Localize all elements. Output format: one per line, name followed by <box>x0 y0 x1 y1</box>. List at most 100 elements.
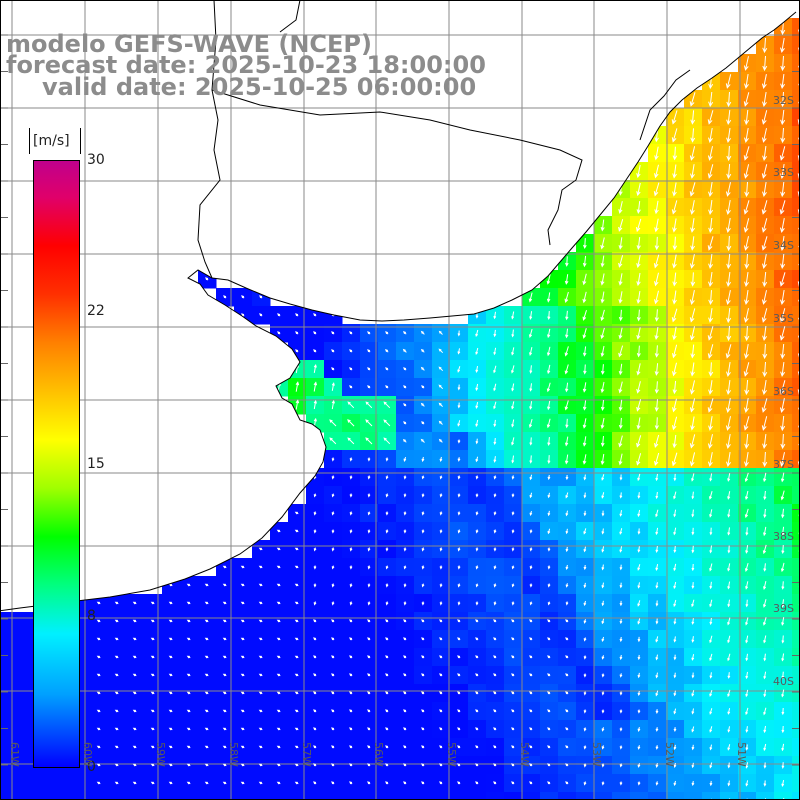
wind-arrow <box>96 691 101 695</box>
wind-arrow <box>745 653 749 662</box>
wind-arrow <box>583 691 587 696</box>
wind-arrow <box>691 654 695 661</box>
wind-arrow <box>367 385 371 389</box>
wind-cell <box>792 774 800 793</box>
wind-arrow <box>780 472 785 483</box>
wind-arrow <box>546 418 551 429</box>
wind-arrow <box>565 781 569 785</box>
wind-arrow <box>601 582 605 589</box>
wind-arrow <box>96 781 101 785</box>
wind-arrow <box>762 434 768 449</box>
wind-arrow <box>726 91 732 108</box>
wind-arrow <box>689 182 696 197</box>
wind-arrow <box>186 655 191 659</box>
wind-arrow <box>601 745 605 750</box>
wind-arrow <box>763 472 767 483</box>
wind-arrow <box>779 452 785 467</box>
wind-arrow <box>150 709 155 713</box>
wind-arrow <box>331 601 335 606</box>
wind-arrow <box>114 673 119 677</box>
wind-arrow <box>673 509 677 518</box>
wind-arrow <box>511 511 515 516</box>
wind-arrow <box>762 182 767 197</box>
wind-arrow <box>96 619 101 623</box>
wind-arrow <box>637 745 641 750</box>
wind-cell <box>792 378 800 397</box>
wind-arrow <box>475 529 479 534</box>
wind-arrow <box>727 527 731 536</box>
wind-arrow <box>565 601 569 606</box>
lat-label-37s: 37S <box>773 458 794 471</box>
wind-arrow <box>294 745 299 749</box>
wind-arrow <box>438 330 443 335</box>
wind-arrow <box>385 493 389 498</box>
wind-arrow <box>222 691 227 695</box>
wind-arrow <box>708 182 713 197</box>
wind-arrow <box>367 547 371 552</box>
wind-arrow <box>240 601 245 605</box>
wind-arrow <box>637 509 641 518</box>
wind-arrow <box>313 381 318 392</box>
wind-arrow <box>421 547 425 552</box>
wind-arrow <box>744 253 750 270</box>
wind-arrow <box>367 601 371 606</box>
wind-arrow <box>385 457 389 462</box>
wind-arrow <box>168 601 173 605</box>
wind-arrow <box>186 763 191 767</box>
wind-arrow <box>475 401 479 409</box>
wind-arrow <box>636 453 642 466</box>
wind-arrow <box>636 417 641 430</box>
lon-label-52w: 52W <box>663 742 676 767</box>
wind-arrow <box>421 385 425 389</box>
wind-arrow <box>744 109 750 126</box>
wind-arrow <box>402 438 407 443</box>
wind-arrow <box>619 564 623 571</box>
wind-arrow <box>493 311 497 320</box>
wind-arrow <box>547 619 551 623</box>
wind-arrow <box>349 673 353 677</box>
wind-arrow <box>367 349 371 353</box>
wind-arrow <box>385 691 389 695</box>
wind-arrow <box>564 454 569 465</box>
wind-arrow <box>511 781 515 785</box>
wind-arrow <box>421 637 425 641</box>
wind-arrow <box>600 327 605 340</box>
wind-cell <box>792 396 800 415</box>
wind-arrow <box>529 781 533 785</box>
wind-arrow <box>618 219 624 232</box>
wind-cell <box>702 792 721 800</box>
wind-arrow <box>421 619 425 623</box>
wind-arrow <box>654 290 659 305</box>
wind-arrow <box>637 781 641 786</box>
wind-arrow <box>403 691 407 695</box>
wind-cell <box>594 792 613 800</box>
wind-arrow <box>439 745 443 749</box>
wind-arrow <box>258 673 263 677</box>
wind-cell <box>108 792 127 800</box>
colorbar-tick-8: 8 <box>87 608 96 624</box>
wind-arrow <box>511 493 515 498</box>
wind-arrow <box>331 493 335 498</box>
wind-arrow <box>421 583 425 588</box>
wind-arrow <box>420 330 425 335</box>
wind-arrow <box>96 709 101 713</box>
wind-arrow <box>529 365 533 374</box>
wind-arrow <box>205 277 209 281</box>
wind-arrow <box>781 707 785 716</box>
wind-arrow <box>367 709 371 713</box>
wind-arrow <box>745 726 749 733</box>
wind-arrow <box>636 399 642 412</box>
wind-arrow <box>240 619 245 623</box>
wind-arrow <box>565 637 569 641</box>
wind-arrow <box>367 529 371 534</box>
wind-arrow <box>762 254 767 269</box>
lon-label-51w: 51W <box>735 742 748 767</box>
colorbar-tick-22: 22 <box>87 303 105 319</box>
wind-arrow <box>637 636 641 643</box>
wind-arrow <box>673 708 677 715</box>
wind-arrow <box>745 744 749 751</box>
wind-arrow <box>511 727 515 731</box>
wind-cell <box>18 684 37 703</box>
wind-arrow <box>564 274 569 285</box>
lon-label-54w: 54W <box>518 742 531 767</box>
